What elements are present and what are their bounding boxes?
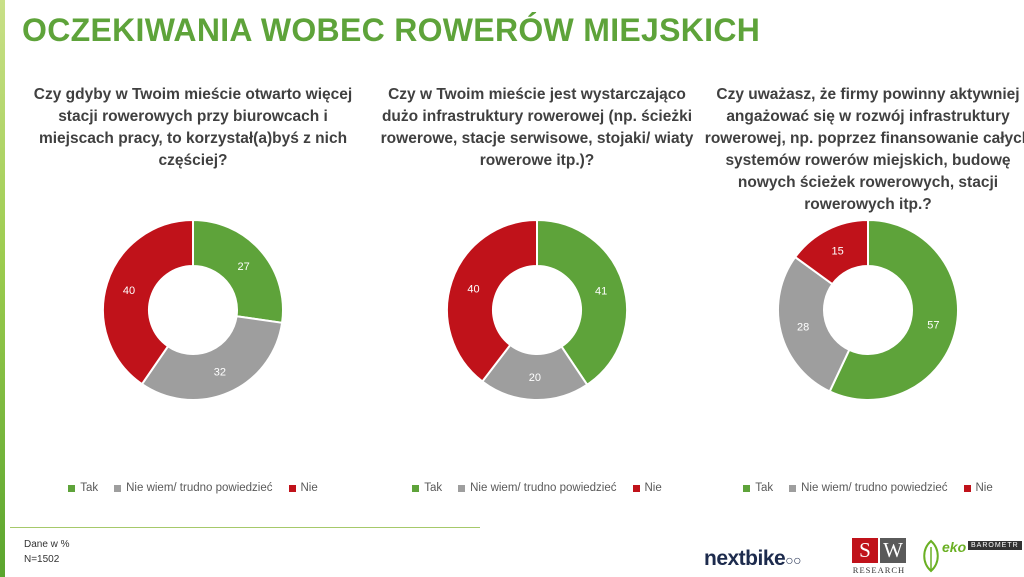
legend-label-tak: Tak bbox=[424, 482, 443, 494]
slice-nie-wiem bbox=[777, 255, 851, 393]
sw-letter-w: W bbox=[880, 538, 906, 563]
legend-label-nie: Nie bbox=[644, 482, 662, 494]
nextbike-wordmark: nextbike bbox=[704, 547, 786, 570]
data-label-nie-wiem: 20 bbox=[529, 372, 541, 384]
legend-item-nie: Nie bbox=[288, 482, 318, 494]
footnote-sample-size: N=1502 bbox=[24, 554, 60, 565]
donut-chart: 27 32 40 bbox=[102, 218, 284, 401]
chart-question: Czy uważasz, że firmy powinny aktywniej … bbox=[704, 86, 1024, 213]
chart-legend: Tak Nie wiem/ trudno powiedzieć Nie bbox=[703, 482, 1024, 494]
legend-item-nie-wiem: Nie wiem/ trudno powiedzieć bbox=[458, 482, 617, 494]
legend-item-nie: Nie bbox=[963, 482, 993, 494]
data-label-nie-wiem: 28 bbox=[797, 322, 809, 334]
footnote-data-unit: Dane w % bbox=[24, 539, 70, 550]
legend-swatch-nie bbox=[288, 484, 296, 492]
data-label-tak: 57 bbox=[927, 320, 939, 332]
footnote: Dane w % N=1502 bbox=[24, 537, 70, 567]
slice-nie-wiem bbox=[480, 343, 589, 401]
legend-swatch-tak bbox=[412, 484, 420, 492]
chart-panel-2: Czy w Twoim mieście jest wystarczająco d… bbox=[372, 84, 702, 504]
chart-panel-3: Czy uważasz, że firmy powinny aktywniej … bbox=[703, 84, 1024, 504]
legend-swatch-nie-wiem bbox=[458, 484, 466, 492]
legend-swatch-nie-wiem bbox=[789, 484, 797, 492]
left-accent-bar bbox=[0, 0, 5, 577]
legend-item-nie-wiem: Nie wiem/ trudno powiedzieć bbox=[789, 482, 948, 494]
slice-tak bbox=[192, 218, 284, 324]
legend-label-tak: Tak bbox=[80, 482, 99, 494]
bike-icon: ○○ bbox=[785, 552, 802, 568]
data-label-nie: 15 bbox=[831, 245, 843, 257]
legend-label-nie: Nie bbox=[975, 482, 993, 494]
chart-legend: Tak Nie wiem/ trudno powiedzieć Nie bbox=[28, 482, 358, 494]
legend-item-tak: Tak bbox=[412, 482, 442, 494]
legend-swatch-nie-wiem bbox=[114, 484, 122, 492]
slice-nie-wiem bbox=[140, 315, 284, 401]
data-label-tak: 41 bbox=[595, 285, 607, 297]
donut-chart: 57 28 15 bbox=[777, 218, 960, 401]
legend-item-tak: Tak bbox=[743, 482, 773, 494]
data-label-nie-wiem: 32 bbox=[214, 366, 226, 378]
sw-letter-s: S bbox=[852, 538, 878, 563]
legend-item-nie: Nie bbox=[632, 482, 662, 494]
sw-research-label: RESEARCH bbox=[852, 565, 906, 575]
chart-legend: Tak Nie wiem/ trudno powiedzieć Nie bbox=[372, 482, 702, 494]
data-label-nie: 40 bbox=[467, 284, 479, 296]
legend-label-nie-wiem: Nie wiem/ trudno powiedzieć bbox=[126, 482, 273, 494]
donut-chart: 41 20 40 bbox=[446, 218, 628, 401]
slice-tak bbox=[828, 218, 960, 401]
data-label-tak: 27 bbox=[238, 261, 250, 273]
page-title: OCZEKIWANIA WOBEC ROWERÓW MIEJSKICH bbox=[22, 12, 761, 48]
barometr-wordmark: BAROMETR bbox=[968, 541, 1022, 550]
ekobarometr-logo: eko BAROMETR bbox=[920, 537, 1022, 577]
chart-question: Czy gdyby w Twoim mieście otwarto więcej… bbox=[33, 86, 353, 169]
legend-item-nie-wiem: Nie wiem/ trudno powiedzieć bbox=[114, 482, 273, 494]
slice-nie bbox=[446, 218, 538, 383]
legend-label-tak: Tak bbox=[755, 482, 774, 494]
sw-letter-box: S W bbox=[849, 538, 909, 563]
legend-item-tak: Tak bbox=[68, 482, 98, 494]
legend-label-nie: Nie bbox=[300, 482, 318, 494]
eko-wordmark: eko bbox=[942, 539, 967, 555]
leaf-icon bbox=[923, 539, 939, 573]
legend-label-nie-wiem: Nie wiem/ trudno powiedzieć bbox=[801, 482, 948, 494]
chart-question: Czy w Twoim mieście jest wystarczająco d… bbox=[380, 86, 694, 169]
legend-swatch-tak bbox=[68, 484, 76, 492]
slice-tak bbox=[536, 218, 628, 387]
legend-label-nie-wiem: Nie wiem/ trudno powiedzieć bbox=[470, 482, 617, 494]
legend-swatch-tak bbox=[743, 484, 751, 492]
data-label-nie: 40 bbox=[123, 285, 135, 297]
nextbike-logo: nextbike○○ bbox=[704, 547, 802, 571]
sw-research-logo: S W RESEARCH bbox=[849, 538, 909, 576]
slice-nie bbox=[102, 218, 194, 386]
legend-swatch-nie bbox=[963, 484, 971, 492]
chart-panel-1: Czy gdyby w Twoim mieście otwarto więcej… bbox=[28, 84, 358, 504]
slice-nie bbox=[793, 218, 869, 286]
footer-divider bbox=[10, 527, 480, 528]
legend-swatch-nie bbox=[632, 484, 640, 492]
